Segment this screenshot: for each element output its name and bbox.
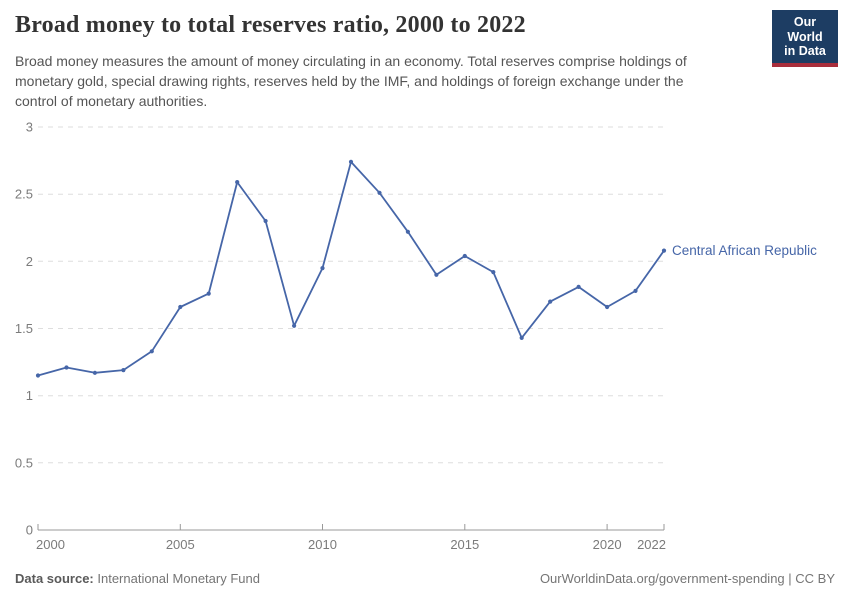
y-tick-label: 2.5	[15, 187, 33, 202]
x-tick-label: 2022	[637, 537, 666, 552]
data-point	[576, 284, 581, 289]
owid-logo-line2: in Data	[784, 44, 826, 58]
data-point	[548, 299, 553, 304]
data-point	[121, 368, 126, 373]
data-point	[235, 180, 240, 185]
y-tick-label: 1.5	[15, 321, 33, 336]
data-point	[64, 365, 69, 370]
data-source-value: International Monetary Fund	[97, 571, 260, 586]
data-point	[434, 272, 439, 277]
data-point	[633, 288, 638, 293]
owid-logo[interactable]: Our World in Data	[772, 10, 838, 67]
data-source-label: Data source:	[15, 571, 94, 586]
data-point	[348, 159, 354, 164]
series-label: Central African Republic	[672, 243, 817, 258]
line-chart: 0 0.5 1 1.5 2 2.5 3 2000 2005 2010 2015 2020 2022 Cen…	[15, 120, 817, 553]
data-point	[149, 349, 154, 354]
data-point	[206, 291, 211, 296]
page-title: Broad money to total reserves ratio, 200…	[15, 12, 526, 38]
y-tick-label: 1	[26, 388, 33, 403]
owid-logo-line1: Our World	[787, 15, 823, 44]
data-point	[320, 266, 325, 271]
data-point	[462, 253, 467, 259]
data-point	[92, 370, 97, 375]
data-point	[519, 335, 524, 340]
data-point	[605, 304, 610, 310]
x-tick-label: 2010	[308, 537, 337, 552]
data-point	[405, 229, 410, 234]
page-footer: Data source: International Monetary Fund…	[15, 571, 835, 586]
x-tick-label: 2000	[36, 537, 65, 552]
x-tick-label: 2015	[450, 537, 479, 552]
y-tick-label: 0	[26, 523, 33, 538]
data-point	[491, 270, 496, 275]
y-tick-label: 2	[26, 254, 33, 269]
data-point	[263, 218, 268, 224]
data-point	[178, 304, 183, 310]
data-point	[35, 373, 41, 378]
data-point	[377, 190, 382, 195]
attribution: OurWorldinData.org/government-spending |…	[539, 571, 835, 586]
chart-subtitle: Broad money measures the amount of money…	[15, 53, 687, 109]
y-tick-label: 3	[26, 120, 33, 135]
data-source: Data source: International Monetary Fund	[15, 571, 260, 586]
data-point	[661, 248, 667, 253]
y-tick-label: 0.5	[15, 455, 33, 470]
x-tick-label: 2005	[166, 537, 195, 552]
x-tick-label: 2020	[593, 537, 622, 552]
data-point	[292, 323, 297, 328]
